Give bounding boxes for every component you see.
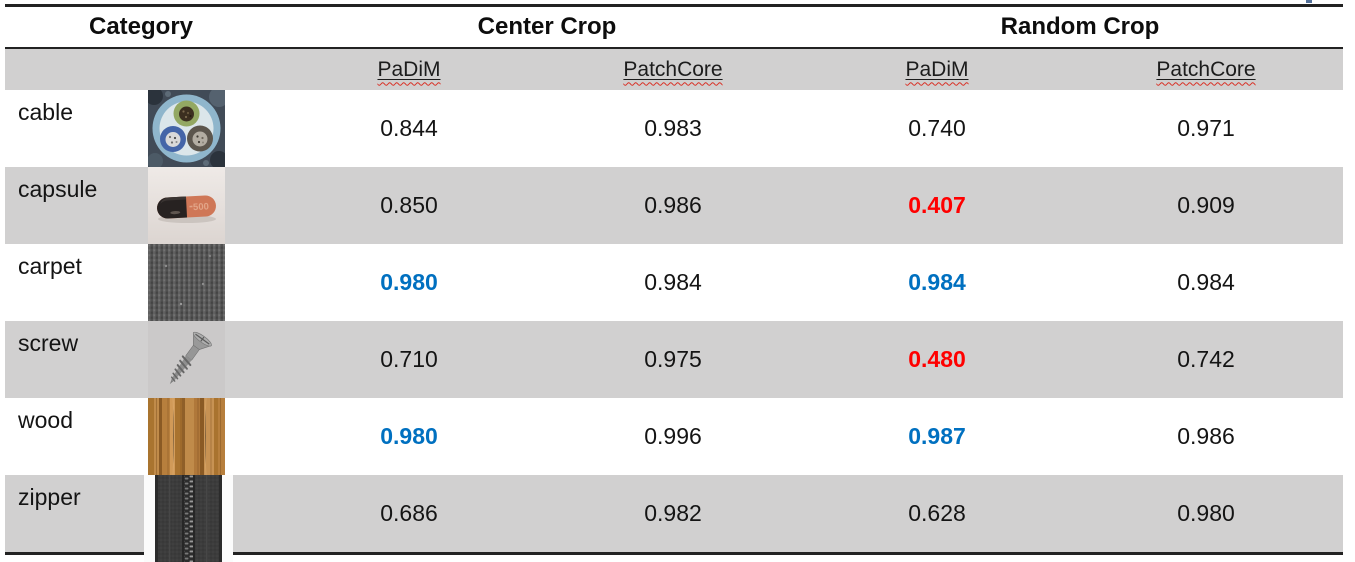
score-value: 0.980 bbox=[380, 269, 438, 295]
score-value: 0.909 bbox=[1177, 192, 1235, 218]
table-row-screw: screw bbox=[5, 321, 1343, 398]
table-row-zipper: zipper bbox=[5, 475, 1343, 562]
center-crop-header: Center Crop bbox=[477, 13, 617, 40]
wood-image bbox=[148, 398, 225, 475]
category-header: Category bbox=[88, 13, 194, 40]
score-value: 0.975 bbox=[644, 346, 702, 372]
svg-text:500: 500 bbox=[193, 201, 209, 213]
score-value: 0.980 bbox=[380, 423, 438, 449]
model-header-padim-random: PaDiM bbox=[905, 57, 969, 81]
score-value: 0.850 bbox=[380, 192, 438, 218]
cable-image bbox=[148, 90, 225, 167]
carpet-image bbox=[148, 244, 225, 321]
score-value: 0.983 bbox=[644, 115, 702, 141]
score-value: 0.984 bbox=[908, 269, 966, 295]
score-value: 0.984 bbox=[1177, 269, 1235, 295]
score-value: 0.987 bbox=[908, 423, 966, 449]
table-row-carpet: carpet bbox=[5, 244, 1343, 321]
results-table: Category Center Crop Random Crop PaDiM P… bbox=[5, 4, 1343, 562]
score-value: 0.686 bbox=[380, 500, 438, 526]
model-header-patchcore-center: PatchCore bbox=[623, 57, 723, 81]
table-header-row: Category Center Crop Random Crop bbox=[5, 7, 1343, 49]
model-header-row: PaDiM PatchCore PaDiM PatchCore bbox=[5, 49, 1343, 90]
category-label: zipper bbox=[18, 484, 81, 510]
category-label: capsule bbox=[18, 176, 98, 202]
score-value: 0.986 bbox=[644, 192, 702, 218]
table-row-wood: wood bbox=[5, 398, 1343, 475]
score-value: 0.986 bbox=[1177, 423, 1235, 449]
table-row-cable: cable bbox=[5, 90, 1343, 167]
selection-handle-artifact bbox=[1306, 0, 1312, 3]
score-value: 0.982 bbox=[644, 500, 702, 526]
category-label: cable bbox=[18, 99, 73, 125]
table-row-capsule: capsule 5 bbox=[5, 167, 1343, 244]
score-value: 0.984 bbox=[644, 269, 702, 295]
random-crop-header: Random Crop bbox=[1000, 13, 1160, 40]
score-value: 0.710 bbox=[380, 346, 438, 372]
category-label: carpet bbox=[18, 253, 82, 279]
zipper-image bbox=[144, 475, 233, 562]
category-label: wood bbox=[18, 407, 73, 433]
score-value: 0.742 bbox=[1177, 346, 1235, 372]
model-header-padim-center: PaDiM bbox=[377, 57, 441, 81]
score-value: 0.407 bbox=[908, 192, 966, 218]
score-value: 0.740 bbox=[908, 115, 966, 141]
model-header-patchcore-random: PatchCore bbox=[1156, 57, 1256, 81]
score-value: 0.480 bbox=[908, 346, 966, 372]
score-value: 0.844 bbox=[380, 115, 438, 141]
score-value: 0.971 bbox=[1177, 115, 1235, 141]
category-label: screw bbox=[18, 330, 79, 356]
capsule-image: 500 bbox=[148, 167, 225, 244]
score-value: 0.996 bbox=[644, 423, 702, 449]
score-value: 0.628 bbox=[908, 500, 966, 526]
screw-image bbox=[148, 321, 225, 398]
score-value: 0.980 bbox=[1177, 500, 1235, 526]
